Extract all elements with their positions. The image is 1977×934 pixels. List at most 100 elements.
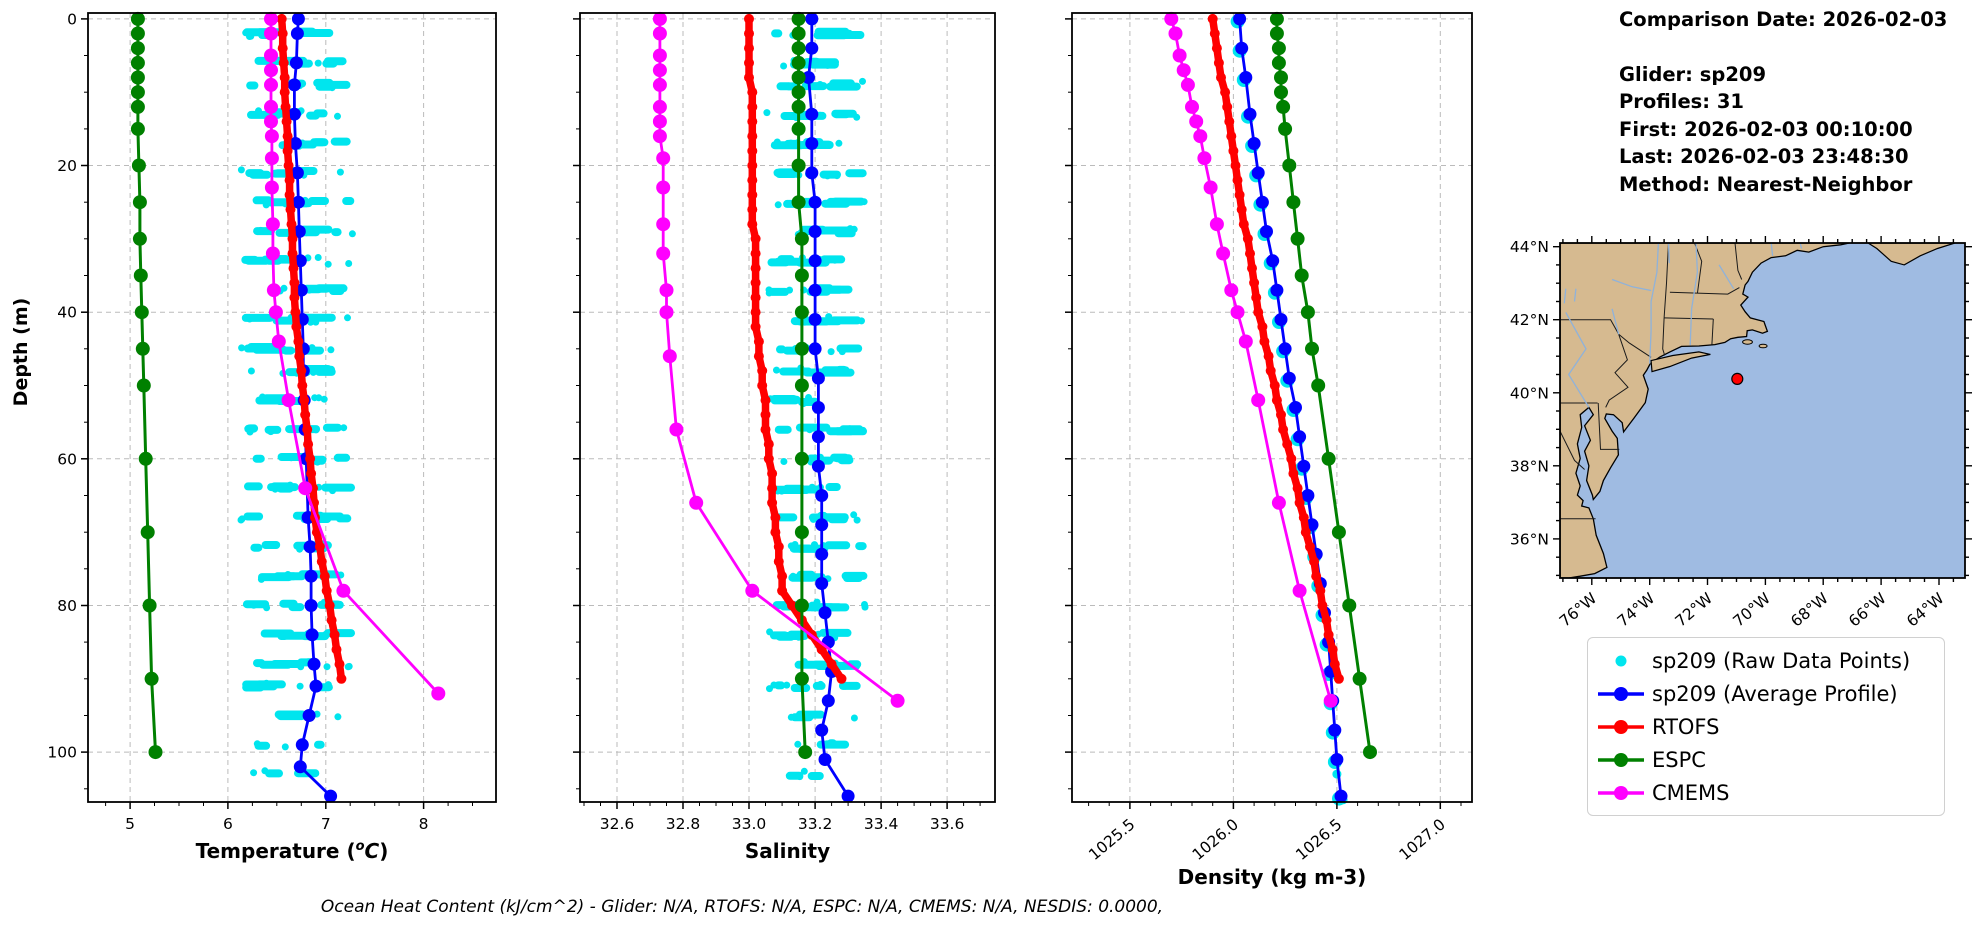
- river: [1611, 308, 1620, 335]
- river: [1649, 243, 1660, 364]
- last-text: Last: 2026-02-03 23:48:30: [1619, 145, 1909, 168]
- y-tick-label: 40: [57, 304, 77, 322]
- x-tick-label: 8: [419, 815, 429, 833]
- long-island: [1650, 351, 1711, 373]
- glider-text: Glider: sp209: [1619, 62, 1767, 86]
- lon-tick-label: 68°W: [1787, 589, 1831, 630]
- nova-scotia: [1866, 243, 1956, 266]
- comparison-date-text: Comparison Date: 2026-02-03: [1619, 8, 1948, 31]
- salinity-chart: 32.6 32.8 33.0 33.2 33.4 33.6 Salinity: [573, 11, 996, 863]
- series-espc: [791, 11, 813, 760]
- state-border: [1711, 318, 1714, 345]
- y-tick-label: 20: [57, 157, 77, 175]
- series-espc: [130, 11, 163, 760]
- axis-ticks: [81, 18, 473, 809]
- x-tick-label: 5: [125, 815, 135, 833]
- lat-tick-label: 38°N: [1510, 457, 1549, 475]
- legend-label: RTOFS: [1652, 714, 1720, 739]
- lon-tick-label: 64°W: [1903, 589, 1947, 630]
- state-border: [1597, 402, 1620, 450]
- series-rtofs: [744, 13, 847, 684]
- legend: sp209 (Raw Data Points) sp209 (Average P…: [1587, 637, 1945, 816]
- state-border: [1605, 334, 1629, 408]
- mainland-coastline: [1560, 243, 1850, 578]
- series-rtofs: [1207, 13, 1344, 684]
- axis-ticks: [573, 18, 981, 809]
- lat-tick-label: 36°N: [1510, 530, 1549, 548]
- profiles-text: Profiles: 31: [1619, 90, 1744, 113]
- series-espc: [1269, 11, 1377, 760]
- state-border: [1669, 287, 1740, 295]
- map-ticks: [1553, 236, 1972, 585]
- series-sp209-average-profile-: [1233, 12, 1348, 803]
- lat-tick-label: 40°N: [1510, 384, 1549, 402]
- rtofs-marker-icon: [1592, 713, 1652, 741]
- river: [1799, 243, 1803, 249]
- river: [1667, 243, 1670, 264]
- axes-frame: [579, 12, 996, 803]
- x-tick-label: 32.8: [666, 815, 701, 833]
- series-cmems: [652, 11, 905, 708]
- legend-item-raw: sp209 (Raw Data Points): [1592, 644, 1940, 677]
- state-border: [1734, 243, 1743, 280]
- state-border: [1560, 319, 1620, 335]
- ocean-heat-content-note: Ocean Heat Content (kJ/cm^2) - Glider: N…: [320, 897, 1164, 917]
- river: [1689, 243, 1699, 346]
- y-tick-label: 100: [47, 744, 77, 762]
- gridlines: [1072, 13, 1472, 802]
- legend-item-cmems: CMEMS: [1592, 776, 1940, 809]
- river: [1718, 264, 1735, 290]
- legend-label: sp209 (Average Profile): [1652, 681, 1898, 706]
- river: [1573, 288, 1577, 302]
- axes-frame: [87, 12, 497, 803]
- legend-item-average: sp209 (Average Profile): [1592, 677, 1940, 710]
- location-map: 44°N 42°N 40°N 38°N 36°N 76°W 74°W 72°W 70°W 68°W…: [1510, 236, 1972, 631]
- y-tick-label: 60: [57, 450, 77, 468]
- lon-tick-label: 70°W: [1730, 589, 1774, 630]
- legend-item-rtofs: RTOFS: [1592, 710, 1940, 743]
- x-tick-label: 1025.5: [1085, 815, 1138, 864]
- x-tick-label: 33.2: [798, 815, 833, 833]
- axis-tick-labels: 1025.5 1026.0 1026.5 1027.0: [1085, 815, 1449, 864]
- legend-label: ESPC: [1652, 747, 1706, 772]
- lon-tick-label: 74°W: [1614, 589, 1658, 630]
- river: [1770, 243, 1774, 256]
- lat-tick-label: 44°N: [1510, 238, 1549, 256]
- river: [1565, 312, 1590, 408]
- y-tick-label: 80: [57, 597, 77, 615]
- depth-axis-label: Depth (m): [10, 298, 32, 407]
- x-tick-label: 33.6: [930, 815, 965, 833]
- x-tick-label: 33.4: [864, 815, 899, 833]
- axis-ticks: [1065, 18, 1462, 809]
- salinity-axis-label: Salinity: [745, 839, 830, 863]
- lon-tick-label: 66°W: [1845, 589, 1889, 630]
- lon-tick-label: 76°W: [1556, 589, 1600, 630]
- river: [1611, 278, 1652, 292]
- info-spacer: [1619, 34, 1947, 61]
- first-text: First: 2026-02-03 00:10:00: [1619, 117, 1913, 141]
- density-axis-label: Density (kg m-3): [1178, 865, 1367, 889]
- state-border: [1662, 317, 1666, 356]
- axes-frame: [1071, 12, 1473, 803]
- axis-tick-labels: 32.6 32.8 33.0 33.2 33.4 33.6: [600, 815, 965, 833]
- cmems-marker-icon: [1592, 779, 1652, 807]
- state-border: [1664, 317, 1714, 320]
- lon-tick-label: 72°W: [1672, 589, 1716, 630]
- legend-label: sp209 (Raw Data Points): [1652, 648, 1911, 673]
- temperature-axis-label: Temperature (oC): [196, 839, 389, 863]
- state-border: [1560, 430, 1585, 470]
- x-tick-label: 1026.5: [1292, 815, 1345, 864]
- x-tick-label: 32.6: [600, 815, 635, 833]
- series-rtofs: [276, 13, 347, 684]
- x-tick-label: 6: [223, 815, 233, 833]
- river: [1563, 288, 1567, 304]
- density-chart: 1025.5 1026.0 1026.5 1027.0 Density (kg m-3): [1065, 11, 1473, 889]
- raw-data-marker-icon: [1592, 647, 1652, 675]
- x-tick-label: 33.0: [732, 815, 767, 833]
- average-profile-marker-icon: [1592, 680, 1652, 708]
- lat-tick-label: 42°N: [1510, 311, 1549, 329]
